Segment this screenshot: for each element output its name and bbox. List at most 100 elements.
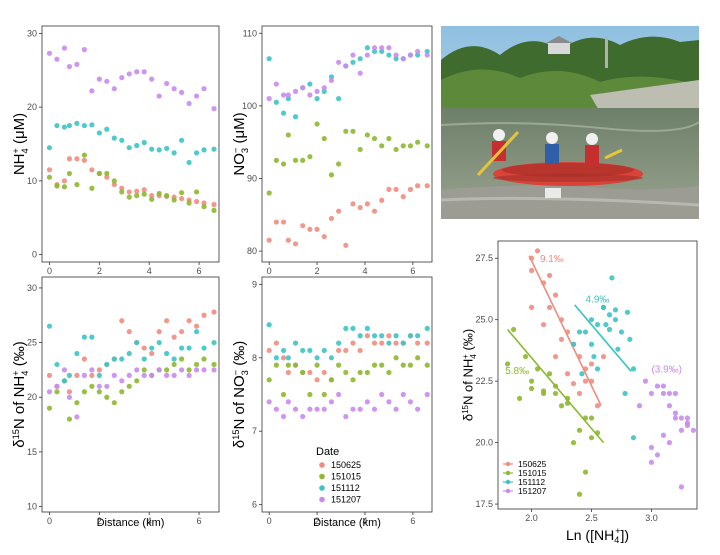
data-point: [504, 361, 511, 367]
data-point: [66, 156, 73, 162]
data-point: [186, 345, 192, 351]
data-point: [111, 178, 117, 184]
data-point: [314, 377, 320, 383]
data-point: [119, 389, 125, 395]
data-point: [164, 318, 170, 324]
slope-annotation: 9.1‰: [540, 254, 564, 265]
data-point: [582, 469, 589, 475]
data-point: [660, 432, 667, 438]
data-point: [588, 435, 595, 441]
data-point: [516, 395, 523, 401]
legend-key: [319, 496, 325, 503]
data-point: [393, 146, 399, 153]
series-151015: [46, 152, 217, 213]
data-point: [285, 369, 291, 376]
data-point: [119, 356, 125, 362]
data-point: [307, 347, 313, 354]
data-point: [336, 391, 342, 398]
data-point: [201, 204, 207, 210]
data-point: [126, 383, 132, 389]
data-point: [211, 361, 217, 368]
data-point: [576, 427, 583, 433]
data-point: [280, 92, 287, 98]
data-point: [54, 122, 60, 129]
x-tick-label: 0: [47, 266, 52, 276]
data-point: [285, 92, 291, 98]
x-tick-label: 3.0: [645, 513, 658, 523]
x-axis-label: Ln ([NH4+]): [566, 526, 629, 545]
data-point: [273, 157, 279, 163]
data-point: [371, 406, 378, 412]
data-point: [379, 45, 385, 51]
series-151112: [266, 322, 430, 361]
data-point: [81, 152, 87, 158]
data-point: [89, 372, 95, 378]
data-point: [186, 159, 192, 166]
data-point: [292, 241, 299, 247]
data-point: [307, 406, 313, 412]
data-point: [201, 86, 207, 92]
data-point: [171, 197, 177, 203]
data-point: [266, 237, 272, 243]
data-point: [273, 81, 279, 87]
data-point: [179, 190, 185, 196]
data-point: [164, 350, 170, 357]
legend-key: [505, 479, 511, 485]
x-tick-label: 0: [47, 516, 52, 526]
data-point: [111, 181, 117, 188]
data-point: [552, 353, 559, 360]
data-point: [164, 145, 170, 152]
series-151015: [266, 355, 430, 398]
data-point: [141, 356, 147, 362]
data-point: [576, 390, 583, 397]
data-point: [74, 414, 80, 420]
data-point: [149, 350, 155, 357]
data-point: [336, 96, 342, 102]
data-point: [343, 369, 349, 376]
data-point: [149, 345, 155, 351]
legend-key: [319, 485, 325, 491]
data-point: [171, 356, 177, 362]
data-point: [119, 185, 125, 191]
y-tick-label: 10: [27, 502, 37, 512]
legend-key: [505, 470, 511, 476]
data-point: [111, 86, 117, 92]
data-point: [54, 361, 60, 368]
data-point: [558, 403, 565, 409]
data-point: [371, 333, 378, 339]
y-axis-label: δ15N of NH4+ (‰): [11, 341, 30, 448]
data-point: [654, 452, 661, 458]
plot-frame: [261, 25, 433, 263]
y-tick-label: 0: [32, 250, 37, 260]
data-point: [528, 267, 535, 274]
data-point: [357, 70, 363, 76]
data-point: [400, 391, 406, 398]
data-point: [193, 361, 200, 368]
data-point: [350, 340, 356, 346]
data-point: [343, 63, 349, 69]
series-151015: [504, 326, 601, 497]
data-point: [386, 340, 392, 346]
river-rafting-photo: [440, 26, 700, 219]
data-point: [300, 85, 306, 91]
nh4-panel: 0 10 20 30 0 2 4 6 NH4+ (μM): [11, 25, 220, 276]
data-point: [171, 361, 177, 368]
data-point: [321, 391, 327, 398]
data-point: [579, 371, 585, 377]
data-point: [540, 388, 547, 394]
data-point: [193, 367, 200, 373]
data-point: [343, 128, 349, 134]
y-tick-label: 90: [247, 173, 257, 183]
data-point: [201, 147, 207, 153]
data-point: [314, 355, 320, 361]
data-point: [672, 390, 679, 397]
x-tick-label: 4: [147, 266, 152, 276]
legend-key: [319, 462, 325, 468]
data-point: [570, 440, 577, 446]
plot-frame: [497, 240, 698, 510]
data-point: [690, 427, 697, 433]
data-point: [336, 208, 342, 214]
data-point: [186, 367, 192, 373]
data-point: [46, 174, 53, 180]
